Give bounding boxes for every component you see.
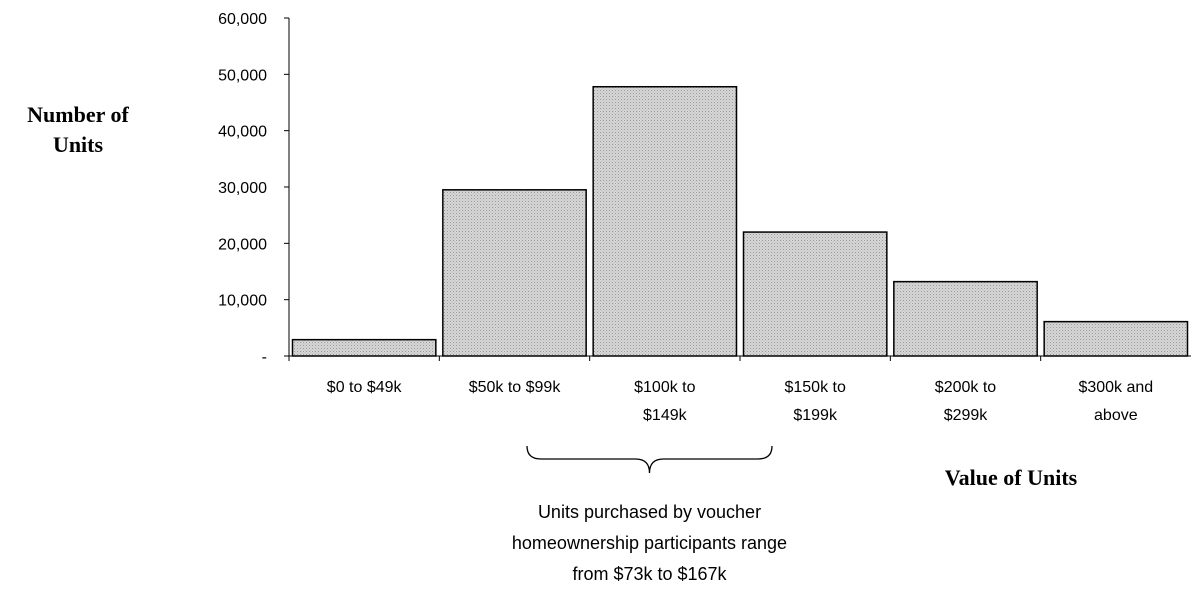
- x-tick-label: $50k to $99k: [469, 379, 562, 396]
- bars: [291, 85, 1189, 357]
- x-tick-label: $299k: [944, 407, 989, 424]
- x-axis-title: Value of Units: [945, 465, 1078, 490]
- bar: [442, 189, 587, 357]
- x-tick-label: $100k to: [634, 379, 695, 396]
- annotation-line: Units purchased by voucher: [538, 502, 761, 522]
- annotation-text: Units purchased by voucher homeownership …: [512, 502, 787, 584]
- x-tick-label: $149k: [643, 407, 688, 424]
- bar: [291, 338, 437, 357]
- x-tick-label: above: [1094, 407, 1138, 424]
- y-axis-title-line: Units: [53, 132, 104, 157]
- y-axis-title-line: Number of: [27, 102, 129, 127]
- x-tick-label: $199k: [793, 407, 838, 424]
- bar: [893, 280, 1038, 357]
- y-tick-label: 60,000: [218, 11, 267, 28]
- x-tick-labels: $0 to $49k $50k to $99k $100k to $149k $150k…: [288, 356, 1153, 424]
- x-tick-label: $300k and: [1078, 379, 1153, 396]
- x-tick-label: $200k to: [935, 379, 996, 396]
- y-axis: - 10,000 20,000 30,000 40,000 50,000 60,000: [218, 11, 290, 366]
- bar: [1043, 320, 1189, 357]
- bar: [742, 231, 888, 357]
- bar: [592, 85, 738, 357]
- annotation-line: homeownership participants range: [512, 533, 787, 553]
- annotation: Units purchased by voucher homeownership …: [512, 445, 787, 584]
- y-tick-label: 50,000: [218, 67, 267, 84]
- y-tick-label: 10,000: [218, 293, 267, 310]
- annotation-brace: [526, 445, 773, 474]
- y-tick-label: -: [262, 349, 267, 366]
- y-tick-label: 30,000: [218, 180, 267, 197]
- y-axis-title: Number of Units: [27, 102, 129, 157]
- annotation-line: from $73k to $167k: [572, 564, 727, 584]
- y-tick-label: 20,000: [218, 236, 267, 253]
- x-tick-label: $150k to: [784, 379, 845, 396]
- x-tick-label: $0 to $49k: [327, 379, 403, 396]
- y-tick-label: 40,000: [218, 124, 267, 141]
